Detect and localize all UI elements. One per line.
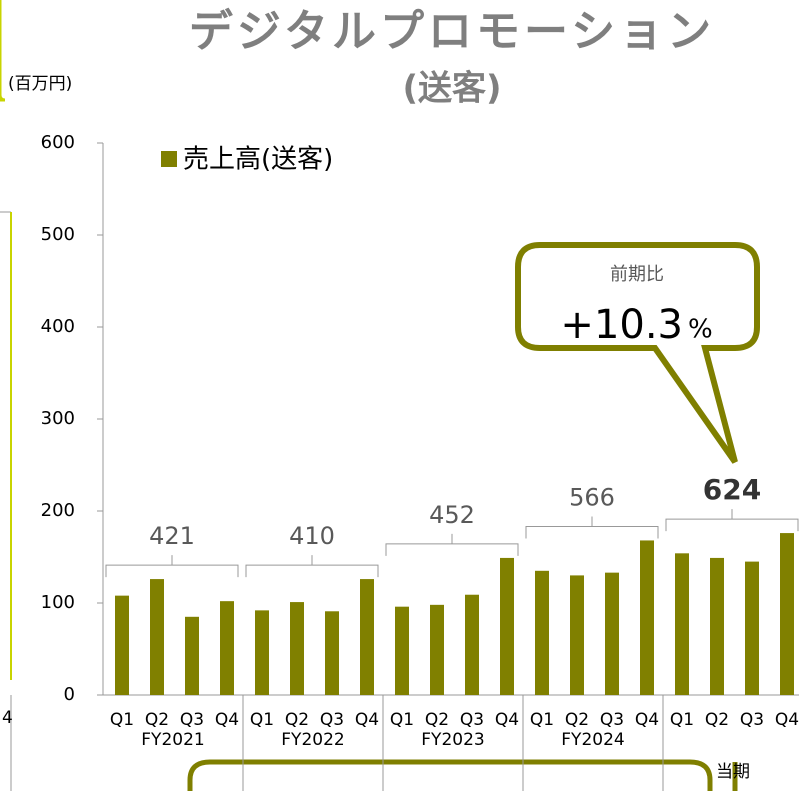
bar bbox=[395, 606, 409, 695]
x-tick-label: Q3 bbox=[460, 710, 484, 730]
x-tick-label: Q2 bbox=[425, 710, 449, 730]
callout-unit: % bbox=[688, 315, 713, 345]
y-tick-label: 200 bbox=[41, 500, 75, 521]
x-tick-label: Q1 bbox=[670, 710, 694, 730]
bar bbox=[430, 604, 444, 695]
x-tick-label: Q3 bbox=[320, 710, 344, 730]
x-tick-label: Q2 bbox=[145, 710, 169, 730]
fragment-border bbox=[0, 0, 6, 102]
x-tick-label: Q4 bbox=[215, 710, 239, 730]
x-tick-label: Q1 bbox=[250, 710, 274, 730]
y-tick-label: 500 bbox=[41, 224, 75, 245]
bar bbox=[115, 595, 129, 695]
bar bbox=[325, 611, 339, 695]
group-bracket bbox=[105, 555, 239, 578]
group-total: 410 bbox=[289, 522, 335, 550]
unit-label: (百万円) bbox=[8, 74, 72, 94]
x-tick-label: Q4 bbox=[355, 710, 379, 730]
x-tick-label: Q2 bbox=[565, 710, 589, 730]
x-tick-label: Q3 bbox=[180, 710, 204, 730]
y-tick-label: 100 bbox=[41, 592, 75, 613]
y-tick-label: 600 bbox=[41, 132, 75, 153]
bar bbox=[465, 594, 479, 695]
group-total: 566 bbox=[569, 483, 615, 511]
fragment-text: 4 bbox=[2, 708, 13, 728]
group-label: FY2022 bbox=[281, 730, 344, 750]
group-total: 421 bbox=[149, 522, 195, 550]
chart-title: デジタルプロモーション bbox=[189, 6, 715, 57]
group-label: 当期 bbox=[716, 762, 750, 782]
bar bbox=[570, 575, 584, 695]
group-total: 624 bbox=[703, 473, 761, 506]
bar bbox=[220, 601, 234, 695]
group-bracket bbox=[665, 509, 799, 532]
x-tick-label: Q3 bbox=[740, 710, 764, 730]
y-tick-label: 400 bbox=[41, 316, 75, 337]
x-tick-label: Q2 bbox=[705, 710, 729, 730]
x-tick-label: Q1 bbox=[530, 710, 554, 730]
chart-subtitle: (送客) bbox=[402, 69, 501, 109]
group-label: FY2021 bbox=[141, 730, 204, 750]
bar bbox=[150, 579, 164, 695]
group-bracket bbox=[245, 555, 379, 578]
group-label: FY2024 bbox=[561, 730, 624, 750]
x-tick-label: Q4 bbox=[495, 710, 519, 730]
bar bbox=[710, 557, 724, 695]
group-label: FY2023 bbox=[421, 730, 484, 750]
bar bbox=[605, 572, 619, 695]
x-tick-label: Q1 bbox=[390, 710, 414, 730]
bar bbox=[185, 616, 199, 695]
callout-value: +10.3 bbox=[560, 302, 683, 348]
callout-box bbox=[515, 242, 760, 464]
group-bracket bbox=[525, 516, 659, 539]
bar bbox=[675, 553, 689, 695]
x-tick-label: Q3 bbox=[600, 710, 624, 730]
y-tick-label: 0 bbox=[64, 684, 75, 705]
y-tick-label: 300 bbox=[41, 408, 75, 429]
bar bbox=[745, 561, 759, 695]
x-tick-label: Q2 bbox=[285, 710, 309, 730]
bar bbox=[255, 610, 269, 695]
x-tick-label: Q4 bbox=[635, 710, 659, 730]
group-bracket bbox=[385, 533, 519, 556]
legend-swatch bbox=[161, 151, 177, 167]
bottom-box bbox=[187, 759, 713, 791]
bar bbox=[290, 602, 304, 695]
legend-label: 売上高(送客) bbox=[183, 145, 333, 175]
bar bbox=[500, 557, 514, 695]
bar bbox=[360, 579, 374, 695]
bar bbox=[780, 533, 794, 695]
group-total: 452 bbox=[429, 501, 475, 529]
callout-title: 前期比 bbox=[610, 264, 664, 285]
bar bbox=[535, 570, 549, 695]
bar bbox=[640, 540, 654, 695]
x-tick-label: Q4 bbox=[775, 710, 799, 730]
x-tick-label: Q1 bbox=[110, 710, 134, 730]
